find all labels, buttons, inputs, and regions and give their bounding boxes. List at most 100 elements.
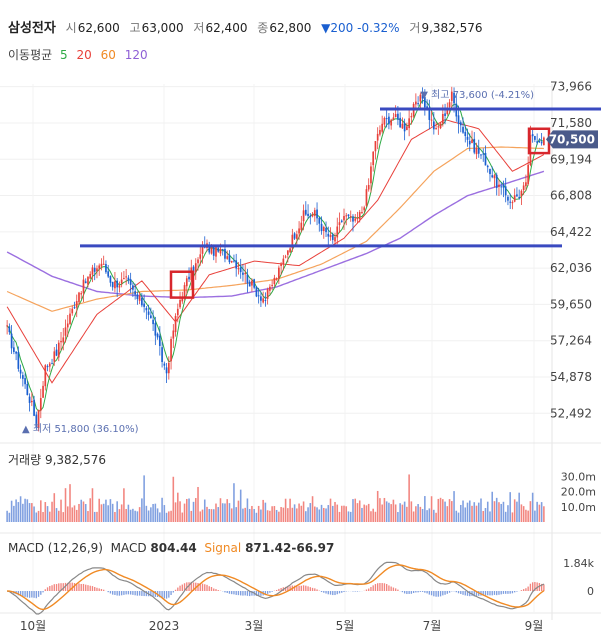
volume-bar bbox=[100, 504, 103, 522]
price-tick-label: 64,422 bbox=[550, 225, 592, 239]
close-label: 종 bbox=[257, 21, 269, 35]
price-tick-label: 69,194 bbox=[550, 152, 592, 166]
candle-body bbox=[24, 378, 26, 385]
candle-body bbox=[176, 308, 179, 316]
candle-body bbox=[502, 184, 505, 188]
macd-histogram-bar bbox=[520, 590, 523, 591]
volume-bar bbox=[127, 504, 130, 522]
volume-bar bbox=[159, 512, 161, 522]
macd-histogram-bar bbox=[433, 591, 435, 597]
macd-histogram-bar bbox=[255, 591, 258, 596]
volume-bar bbox=[17, 502, 20, 522]
candle-body bbox=[295, 234, 298, 239]
ma-period-120: 120 bbox=[124, 48, 148, 62]
candle-body bbox=[284, 256, 287, 258]
candle-body bbox=[226, 256, 229, 259]
low-label: 저 bbox=[193, 21, 205, 35]
candle-body bbox=[48, 363, 51, 367]
volume-bar bbox=[457, 512, 460, 522]
macd-histogram-bar bbox=[22, 591, 24, 597]
volume-bar bbox=[203, 499, 206, 522]
candle-body bbox=[325, 227, 327, 233]
candle-body bbox=[322, 226, 325, 231]
macd-histogram-bar bbox=[377, 583, 379, 591]
volume-bar bbox=[66, 506, 69, 522]
macd-histogram-bar bbox=[33, 591, 35, 598]
candle-body bbox=[147, 311, 150, 315]
macd-histogram-bar bbox=[287, 586, 289, 591]
macd-histogram-bar bbox=[309, 587, 311, 591]
volume-bar bbox=[534, 510, 536, 522]
candle-body bbox=[466, 136, 469, 140]
candle-body bbox=[278, 267, 280, 279]
candle-body bbox=[522, 185, 525, 190]
open-value: 62,600 bbox=[77, 21, 120, 35]
candle-body bbox=[69, 313, 71, 325]
candle-body bbox=[51, 363, 53, 365]
volume-bar bbox=[446, 506, 449, 522]
volume-bar bbox=[410, 501, 413, 522]
volume-bar bbox=[331, 505, 334, 522]
volume-bar bbox=[251, 505, 253, 522]
volume-bar bbox=[329, 498, 332, 522]
macd-tick-label: 0 bbox=[587, 585, 594, 598]
macd-histogram-bar bbox=[379, 583, 381, 591]
macd-histogram-bar bbox=[181, 584, 183, 591]
volume-bar bbox=[37, 510, 40, 522]
macd-histogram-bar bbox=[502, 591, 505, 594]
candle-body bbox=[289, 248, 291, 253]
candle-body bbox=[248, 281, 251, 287]
candle-body bbox=[156, 333, 159, 338]
macd-histogram-bar bbox=[305, 585, 307, 591]
volume-bar bbox=[428, 508, 431, 522]
candle-body bbox=[82, 279, 85, 294]
macd-histogram-bar bbox=[210, 587, 213, 591]
macd-histogram-bar bbox=[145, 591, 148, 597]
volume-bar bbox=[188, 498, 190, 522]
candle-body bbox=[329, 234, 332, 238]
volume-bar bbox=[40, 500, 42, 522]
volume-bar bbox=[10, 500, 13, 522]
candle-body bbox=[170, 339, 172, 362]
macd-histogram-bar bbox=[257, 591, 260, 596]
candle-body bbox=[93, 267, 96, 272]
volume-bar bbox=[527, 510, 529, 522]
candle-body bbox=[538, 141, 541, 143]
macd-histogram-bar bbox=[85, 584, 87, 591]
candle-body bbox=[464, 131, 467, 137]
candle-body bbox=[480, 154, 482, 156]
moving-average-legend[interactable]: 이동평균 5 20 60 120 bbox=[8, 46, 153, 63]
time-tick-label: 2023 bbox=[149, 619, 180, 633]
candle-body bbox=[201, 246, 204, 254]
candle-body bbox=[167, 362, 170, 374]
candle-body bbox=[57, 342, 60, 358]
volume-bar bbox=[325, 508, 327, 522]
candle-body bbox=[457, 115, 460, 124]
volume-bar bbox=[365, 505, 368, 522]
macd-histogram-bar bbox=[368, 588, 370, 591]
volume-bar bbox=[123, 488, 125, 522]
volume-bar bbox=[233, 483, 235, 522]
candle-body bbox=[392, 117, 395, 120]
volume-bar bbox=[484, 508, 487, 522]
candle-body bbox=[361, 212, 363, 214]
macd-histogram-bar bbox=[316, 589, 318, 591]
volume-bar bbox=[280, 507, 282, 522]
candle-body bbox=[26, 383, 29, 396]
candle-body bbox=[399, 117, 401, 128]
candle-body bbox=[385, 118, 388, 120]
macd-histogram-bar bbox=[332, 591, 334, 596]
candle-body bbox=[221, 249, 224, 251]
macd-histogram-bar bbox=[35, 591, 37, 599]
macd-histogram-bar bbox=[159, 591, 161, 598]
candle-body bbox=[331, 234, 334, 240]
macd-histogram-bar bbox=[536, 582, 538, 591]
candle-body bbox=[374, 141, 377, 152]
candle-body bbox=[318, 217, 321, 224]
candle-body bbox=[435, 127, 437, 129]
candle-body bbox=[419, 94, 422, 102]
volume-bar bbox=[388, 502, 390, 522]
volume-bar bbox=[33, 506, 35, 522]
macd-histogram-bar bbox=[114, 591, 116, 595]
